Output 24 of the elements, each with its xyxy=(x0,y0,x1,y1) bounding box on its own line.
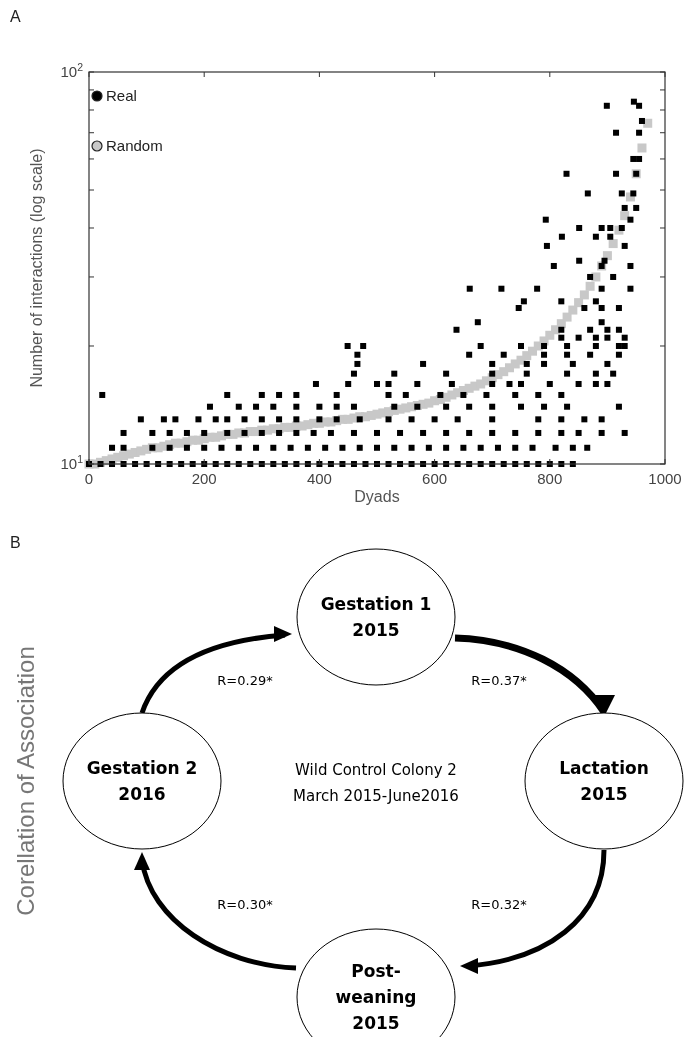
legend-label: Random xyxy=(106,137,163,154)
text: Corellation of Association xyxy=(12,646,39,916)
y-axis-title: Number of interactions (log scale) xyxy=(28,148,45,388)
text: R=0.32* xyxy=(471,897,528,912)
y-tick-label: 10$^{2}$ xyxy=(60,61,84,80)
x-tick-label: 800 xyxy=(537,470,563,487)
category-label: Gestation 1 2015 xyxy=(320,594,432,640)
text: Wild Control Colony 2 March 2015-June2016 xyxy=(293,761,459,805)
y-tick-label: 10$^{1}$ xyxy=(60,453,84,472)
category-label: Gestation 2 2016 xyxy=(86,758,198,804)
x-tick-label: 1000 xyxy=(648,470,682,487)
category-label: Post- weaning 2015 xyxy=(335,961,417,1033)
legend-label: Real xyxy=(106,87,137,104)
x-tick-label: 200 xyxy=(191,470,217,487)
x-tick-label: 600 xyxy=(422,470,448,487)
chart-title: A xyxy=(10,8,21,25)
x-axis-title: Dyads xyxy=(354,488,400,505)
text: R=0.30* xyxy=(217,897,274,912)
text: R=0.29* xyxy=(217,673,274,688)
x-tick-label: 0 xyxy=(84,470,94,487)
text: B xyxy=(10,534,21,551)
text: R=0.37* xyxy=(471,673,528,688)
category-label: Lactation 2015 xyxy=(559,758,649,804)
x-tick-label: 400 xyxy=(306,470,332,487)
